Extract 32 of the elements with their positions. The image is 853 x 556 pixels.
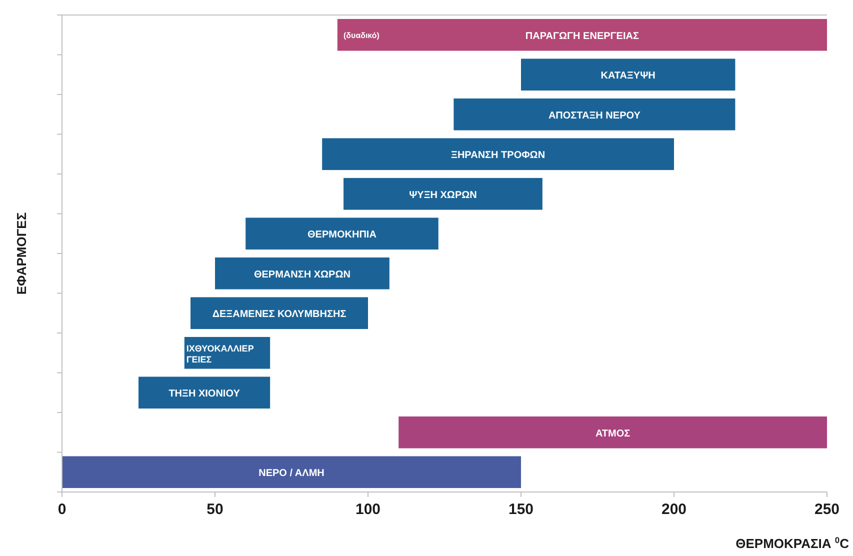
bar xyxy=(344,178,542,210)
x-tick-label: 250 xyxy=(814,501,840,518)
y-tick-label: ΘΕΡΜΟΚΗΠΙΑ xyxy=(308,230,376,241)
bar xyxy=(322,138,674,170)
y-tick-label: ΤΗΞΗ ΧΙΟΝΙΟΥ xyxy=(168,388,240,400)
y-tick-label: ΑΤΜΟΣ xyxy=(595,428,630,440)
bar xyxy=(398,416,827,448)
y-tick-label: ΑΠΟΣΤΑΞΗ ΝΕΡΟΥ xyxy=(548,110,641,122)
annotation: (δυαδικό) xyxy=(344,30,380,40)
y-tick-label: ΙΧΘΥΟΚΑΛΛΙΕΡΓΕΙΕΣ xyxy=(186,343,254,364)
bar xyxy=(215,257,390,290)
x-tick-label: 0 xyxy=(58,501,66,518)
bar xyxy=(190,297,368,330)
y-tick-label: ΚΑΤΑΞΥΨΗ xyxy=(600,70,656,82)
y-tick-label: ΞΗΡΑΝΣΗ ΤΡΟΦΩΝ xyxy=(451,150,546,162)
bar xyxy=(62,456,521,488)
x-tick-label: 150 xyxy=(508,501,534,518)
x-tick-label: 100 xyxy=(355,501,381,518)
bar xyxy=(454,98,736,130)
bar xyxy=(138,376,270,409)
bar xyxy=(337,18,827,51)
bar xyxy=(521,58,736,91)
y-tick-label: ΠΑΡΑΓΩΓΗ ΕΝΕΡΓΕΙΑΣ xyxy=(525,30,639,42)
x-tick-label: 200 xyxy=(661,501,687,518)
y-axis-title: ΕΦΑΡΜΟΓΕΣ xyxy=(14,212,29,295)
y-tick-label: ΘΕΡΜΑΝΣΗ ΧΩΡΩΝ xyxy=(254,269,350,280)
y-tick-label: ΔΕΞΑΜΕΝΕΣ ΚΟΛΥΜΒΗΣΗΣ xyxy=(212,309,346,320)
y-tick-label: ΝΕΡΟ / ΑΛΜΗ xyxy=(258,468,324,480)
x-axis-title: ΘΕΡΜΟΚΡΑΣΙΑ $^{0}$C xyxy=(736,535,850,551)
x-tick-label: 50 xyxy=(206,501,224,518)
y-tick-label: ΨΥΞΗ ΧΩΡΩΝ xyxy=(409,190,477,201)
bar xyxy=(246,218,438,250)
